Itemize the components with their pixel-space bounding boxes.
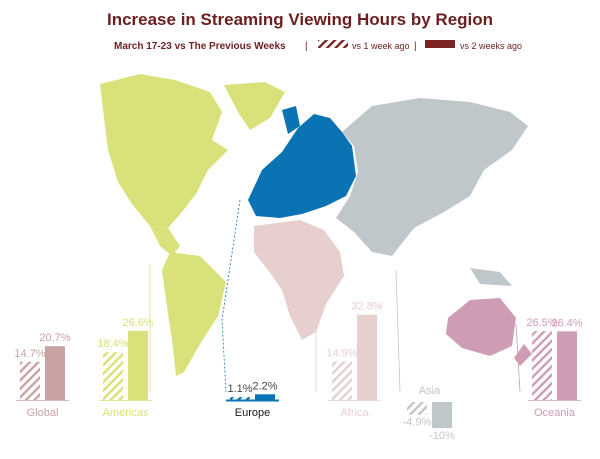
leader-europe xyxy=(221,199,241,393)
bar-africa-1-week xyxy=(332,361,352,400)
data-label-africa-1-week: 14.9% xyxy=(326,347,357,359)
map-australia xyxy=(446,298,516,356)
map-africa xyxy=(254,220,344,340)
data-label-europe-2-weeks: 2.2% xyxy=(252,380,277,392)
legend-label-2-weeks: vs 2 weeks ago xyxy=(460,41,522,51)
map-new-zealand xyxy=(514,344,532,366)
data-label-americas-1-week: 18.4% xyxy=(97,338,128,350)
bar-africa-2-weeks xyxy=(357,314,377,400)
bar-americas-1-week xyxy=(103,352,123,400)
world-map xyxy=(100,74,532,376)
legend-separator: | xyxy=(414,41,417,52)
chart-title: Increase in Streaming Viewing Hours by R… xyxy=(107,10,493,29)
bar-europe-2-weeks xyxy=(255,394,275,400)
bar-oceania-2-weeks xyxy=(557,331,577,400)
category-label-asia: Asia xyxy=(419,385,441,397)
bar-europe-1-week xyxy=(230,397,250,400)
bar-oceania-1-week xyxy=(532,331,552,400)
map-europe xyxy=(248,114,356,218)
data-label-oceania-2-weeks: 26.4% xyxy=(551,317,582,329)
legend-label-1-week: vs 1 week ago xyxy=(352,41,410,51)
map-north-america xyxy=(100,74,228,228)
map-indonesia xyxy=(470,268,512,286)
map-greenland xyxy=(224,82,285,130)
category-label-americas: Americas xyxy=(103,407,149,419)
category-label-europe: Europe xyxy=(235,407,270,419)
data-label-global-1-week: 14.7% xyxy=(14,348,45,360)
map-south-america xyxy=(162,252,226,376)
legend-swatch-solid xyxy=(425,40,455,48)
bar-asia-1-week xyxy=(407,402,427,415)
legend-swatch-hatched xyxy=(318,40,348,48)
map-scandinavia-north xyxy=(282,106,300,134)
bar-global-2-weeks xyxy=(45,346,65,400)
bars-layer: 14.7% 20.7% Global 18.4% 26.6% Americas 1.1% 2.… xyxy=(14,301,582,442)
data-label-africa-2-weeks: 32.8% xyxy=(351,301,382,313)
map-asia xyxy=(336,98,528,256)
category-label-africa: Africa xyxy=(340,407,369,419)
map-central-america xyxy=(150,226,180,256)
data-label-global-2-weeks: 20.7% xyxy=(39,332,70,344)
bar-asia-2-weeks xyxy=(432,402,452,428)
data-label-americas-2-weeks: 26.6% xyxy=(122,317,153,329)
leader-lines xyxy=(149,199,521,393)
bar-americas-2-weeks xyxy=(128,330,148,400)
data-label-asia-1-week: -4.9% xyxy=(403,417,432,429)
bar-global-1-week xyxy=(20,361,40,400)
leader-oceania xyxy=(515,323,521,393)
category-label-global: Global xyxy=(27,407,59,419)
data-label-europe-1-week: 1.1% xyxy=(227,383,252,395)
chart-subtitle: March 17-23 vs The Previous Weeks xyxy=(114,41,286,52)
legend-separator: | xyxy=(305,41,308,52)
category-label-oceania: Oceania xyxy=(534,407,576,419)
data-label-oceania-1-week: 26.5% xyxy=(526,317,557,329)
leader-asia xyxy=(395,269,401,393)
data-label-asia-2-weeks: -10% xyxy=(429,430,455,442)
